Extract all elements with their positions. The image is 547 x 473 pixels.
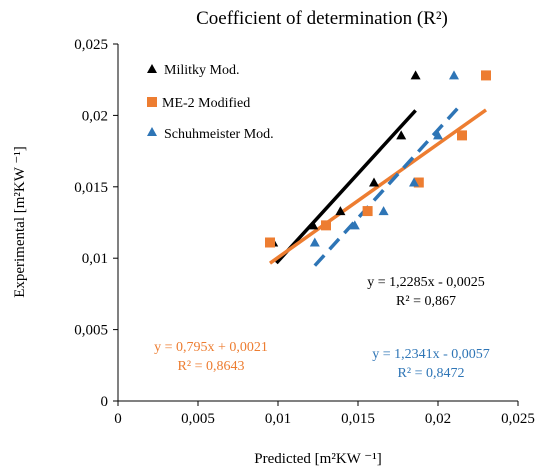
equation-militky: y = 1,2285x - 0,0025 <box>367 275 485 290</box>
data-point-series-1 <box>481 70 491 81</box>
x-tick-label: 0,01 <box>265 411 291 427</box>
data-point-series-2 <box>349 220 360 230</box>
legend-marker-me2 <box>147 97 157 107</box>
y-tick-label: 0,025 <box>74 37 108 53</box>
y-tick-label: 0,02 <box>82 108 108 124</box>
legend: Militky Mod. ME-2 Modified Schuhmeister … <box>147 63 274 142</box>
data-point-series-2 <box>433 130 443 140</box>
legend-label-militky: Militky Mod. <box>164 63 239 78</box>
data-point-series-2 <box>409 177 419 187</box>
data-point-series-0 <box>335 206 346 216</box>
data-point-series-0 <box>369 177 379 187</box>
data-point-series-0 <box>410 70 421 80</box>
trendlines <box>268 105 488 267</box>
data-point-series-1 <box>265 237 275 248</box>
data-point-series-0 <box>396 130 407 140</box>
legend-item-militky: Militky Mod. <box>147 63 239 78</box>
x-tick-label: 0,025 <box>501 411 535 427</box>
y-tick-label: 0,015 <box>74 180 108 196</box>
legend-label-schuhmeister: Schuhmeister Mod. <box>164 127 274 142</box>
trend-annotation-militky: y = 1,2285x - 0,0025 R² = 0,867 <box>367 275 485 309</box>
r2-me2: R² = 0,8643 <box>178 359 245 374</box>
trendline-series-0 <box>275 109 417 265</box>
trend-annotation-schuhmeister: y = 1,2341x - 0,0057 R² = 0,8472 <box>372 347 490 381</box>
x-tick-label: 0,02 <box>425 411 451 427</box>
x-tick-label: 0 <box>114 411 122 427</box>
data-point-series-2 <box>449 70 459 80</box>
data-point-series-1 <box>362 206 373 217</box>
legend-item-me2: ME-2 Modified <box>147 96 250 111</box>
x-tick-label: 0,015 <box>341 411 375 427</box>
x-tick-label: 0,005 <box>181 411 215 427</box>
trendline-series-2 <box>313 105 461 267</box>
x-axis-label: Predicted [m²KW ⁻¹] <box>254 451 381 467</box>
y-tick-labels: 0 0,005 0,01 0,015 0,02 0,025 <box>74 37 118 410</box>
legend-marker-militky <box>147 64 157 73</box>
plot-area: 0 0,005 0,01 0,015 0,02 0,025 0 0,005 0,01 0,015… <box>74 37 535 427</box>
data-point-series-2 <box>309 237 320 247</box>
r2-militky: R² = 0,867 <box>396 294 456 309</box>
y-tick-label: 0,01 <box>82 251 108 267</box>
legend-marker-schuhmeister <box>147 127 157 136</box>
chart-title: Coefficient of determination (R²) <box>196 8 448 29</box>
legend-item-schuhmeister: Schuhmeister Mod. <box>147 127 274 142</box>
x-tick-labels: 0 0,005 0,01 0,015 0,02 0,025 <box>114 401 535 427</box>
data-point-series-1 <box>457 130 467 141</box>
y-tick-label: 0,005 <box>74 323 108 339</box>
data-point-series-1 <box>321 220 331 231</box>
equation-me2: y = 0,795x + 0,0021 <box>154 340 268 355</box>
trendline-series-1 <box>268 108 488 265</box>
equation-schuhmeister: y = 1,2341x - 0,0057 <box>372 347 490 362</box>
data-points <box>265 70 491 248</box>
data-point-series-2 <box>378 206 389 216</box>
r2-schuhmeister: R² = 0,8472 <box>398 366 465 381</box>
y-tick-label: 0 <box>101 394 109 410</box>
legend-label-me2: ME-2 Modified <box>162 96 250 111</box>
trend-annotation-me2: y = 0,795x + 0,0021 R² = 0,8643 <box>154 340 268 374</box>
y-axis-label: Experimental [m²KW ⁻¹] <box>12 146 28 298</box>
data-point-series-0 <box>308 220 319 230</box>
data-point-series-1 <box>413 177 424 188</box>
